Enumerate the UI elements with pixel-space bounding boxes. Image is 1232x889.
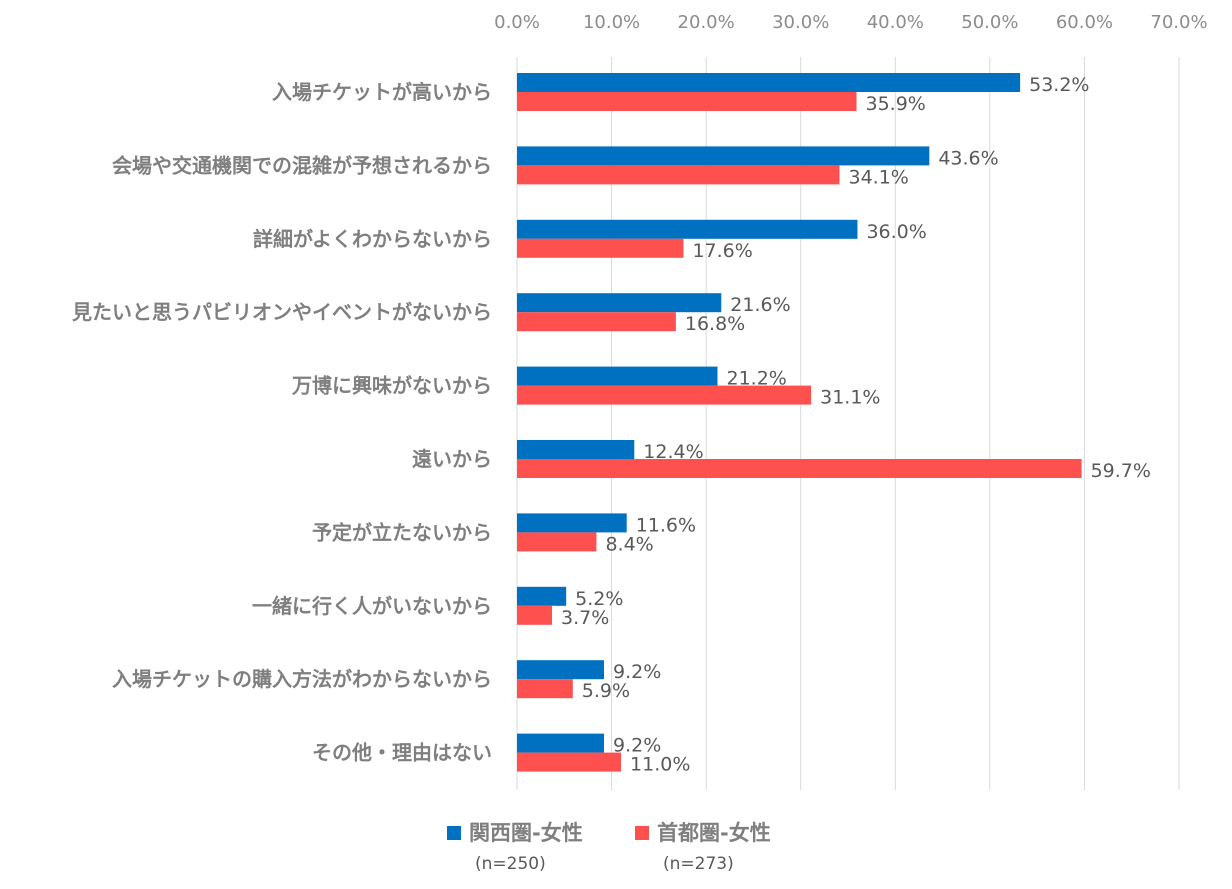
- x-tick-label: 60.0%: [1056, 12, 1113, 33]
- bar: [517, 165, 840, 185]
- bar: [517, 238, 684, 258]
- category-label: 万博に興味がないから: [291, 374, 492, 398]
- legend-label: 関西圏-女性: [469, 821, 583, 845]
- data-label: 8.4%: [605, 533, 653, 555]
- bar: [517, 733, 605, 753]
- data-label: 9.2%: [613, 661, 661, 683]
- bar: [517, 219, 858, 239]
- bar: [517, 92, 857, 111]
- x-tick-label: 50.0%: [961, 12, 1018, 33]
- bar: [517, 660, 605, 680]
- data-label: 11.0%: [630, 754, 690, 776]
- legend-swatch: [635, 826, 649, 840]
- data-label: 31.1%: [820, 387, 880, 409]
- legend-label: 首都圏-女性: [657, 821, 771, 845]
- legend-swatch: [447, 826, 461, 840]
- category-label: 予定が立たないから: [312, 520, 492, 544]
- legend-sample-size: (n=273): [663, 854, 734, 874]
- data-label: 3.7%: [561, 607, 609, 629]
- data-label: 9.2%: [613, 735, 661, 757]
- bar: [517, 679, 573, 699]
- x-tick-label: 10.0%: [583, 12, 640, 33]
- x-tick-label: 70.0%: [1150, 12, 1207, 33]
- category-label: その他・理由はない: [312, 741, 492, 765]
- legend-sample-size: (n=250): [475, 854, 546, 874]
- bar: [517, 513, 627, 533]
- bar: [517, 586, 567, 606]
- category-label: 見たいと思うパビリオンやイベントがないから: [72, 300, 492, 324]
- category-label: 遠いから: [412, 447, 492, 471]
- data-label: 5.9%: [582, 680, 630, 702]
- x-tick-label: 0.0%: [494, 12, 540, 33]
- category-label: 一緒に行く人がいないから: [252, 594, 492, 618]
- data-label: 11.6%: [636, 514, 696, 536]
- data-label: 59.7%: [1091, 460, 1151, 482]
- data-label: 12.4%: [643, 441, 703, 463]
- x-tick-label: 30.0%: [772, 12, 829, 33]
- data-label: 16.8%: [685, 313, 745, 335]
- bar: [517, 146, 930, 166]
- x-tick-label: 40.0%: [867, 12, 924, 33]
- bar: [517, 459, 1082, 478]
- bar: [517, 73, 1021, 92]
- bar: [517, 366, 718, 386]
- bar: [517, 532, 597, 552]
- data-label: 21.2%: [726, 368, 786, 390]
- data-label: 53.2%: [1029, 74, 1089, 96]
- bar: [517, 385, 812, 405]
- bar: [517, 293, 722, 313]
- bar: [517, 312, 676, 332]
- bar: [517, 440, 635, 459]
- data-label: 36.0%: [866, 221, 926, 243]
- category-label: 会場や交通機関での混雑が予想されるから: [112, 153, 492, 177]
- data-label: 35.9%: [866, 93, 926, 115]
- bar: [517, 752, 622, 772]
- x-tick-label: 20.0%: [678, 12, 735, 33]
- data-label: 34.1%: [848, 166, 908, 188]
- data-label: 43.6%: [938, 147, 998, 169]
- data-label: 21.6%: [730, 294, 790, 316]
- data-label: 17.6%: [692, 240, 752, 262]
- bar: [517, 605, 552, 625]
- data-label: 5.2%: [575, 588, 623, 610]
- category-label: 入場チケットが高いから: [272, 80, 492, 104]
- category-label: 詳細がよくわからないから: [253, 227, 492, 251]
- category-label: 入場チケットの購入方法がわからないから: [112, 667, 492, 691]
